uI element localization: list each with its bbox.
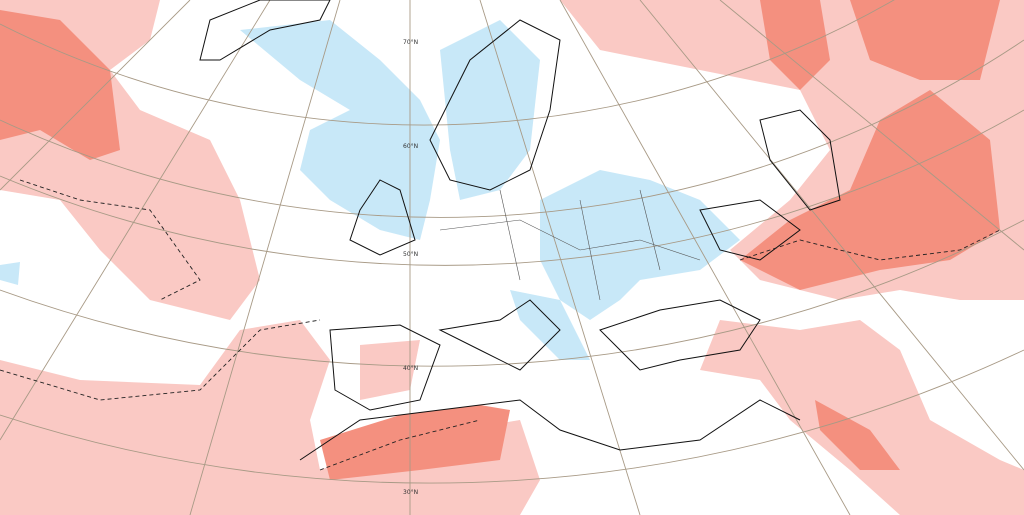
meridian [639,0,1024,471]
latitude-line [0,39,1024,218]
latitude-line [0,0,895,126]
british-isles [349,179,416,256]
borders [439,189,701,301]
latitude-label: 70°N [403,39,418,46]
latitude-labels: 70°N 60°N 50°N 40°N 30°N [403,39,418,496]
scandinavia [429,19,561,191]
meridian [0,0,191,191]
latitude-line [0,109,1024,266]
latitude-label: 50°N [403,251,418,258]
contours [0,179,1001,471]
black-sea [699,199,801,261]
strong-warm-anomaly [0,0,1000,480]
coastlines [0,0,1001,471]
italy-coast [438,299,561,371]
latitude-label: 40°N [403,365,418,372]
iberia [329,324,441,411]
meridian [479,0,641,515]
latitude-label: 60°N [403,143,418,150]
latitude-line [0,219,1024,367]
balkans-turkey [599,299,761,371]
meridian [189,0,341,515]
latitude-line [0,349,1024,484]
latitude-label: 30°N [403,489,418,496]
meridian [0,0,271,441]
meridian [559,0,851,515]
greenland [199,0,331,61]
north-africa [299,399,801,461]
white-sea [759,109,841,211]
meridian [719,0,1024,251]
